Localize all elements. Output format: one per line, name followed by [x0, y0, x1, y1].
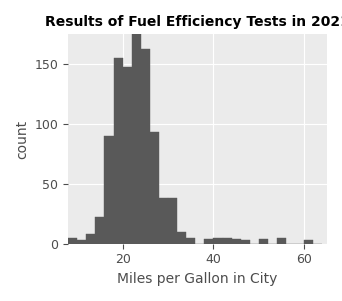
Bar [177, 232, 186, 244]
Bar [123, 67, 132, 244]
Bar [223, 238, 232, 244]
Bar [150, 132, 159, 244]
Bar [304, 240, 313, 244]
Bar [105, 136, 114, 244]
Bar [68, 238, 77, 244]
Bar [114, 58, 123, 244]
Bar [77, 240, 86, 244]
Bar [132, 34, 141, 244]
Y-axis label: count: count [15, 119, 29, 159]
Bar [86, 234, 95, 244]
Bar [159, 198, 168, 244]
Bar [241, 240, 250, 244]
Bar [213, 238, 223, 244]
Bar [95, 217, 105, 244]
Bar [259, 239, 268, 244]
Bar [232, 239, 241, 244]
Bar [141, 49, 150, 244]
Bar [277, 238, 286, 244]
Bar [205, 239, 213, 244]
Bar [186, 238, 195, 244]
X-axis label: Miles per Gallon in City: Miles per Gallon in City [117, 272, 278, 286]
Title: Results of Fuel Efficiency Tests in 2021: Results of Fuel Efficiency Tests in 2021 [45, 15, 342, 29]
Bar [168, 198, 177, 244]
